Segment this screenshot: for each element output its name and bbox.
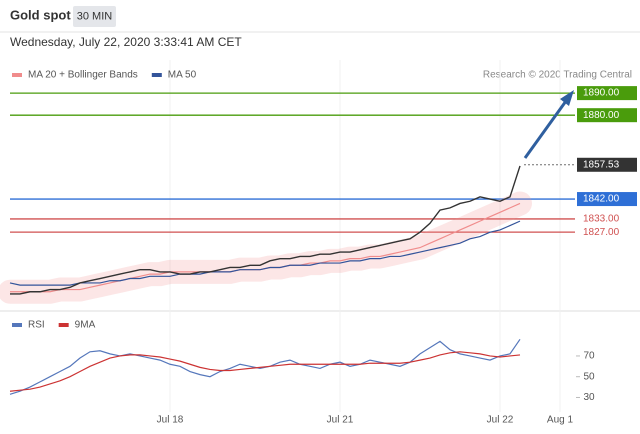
forecast-arrow	[523, 100, 568, 159]
bollinger-band	[0, 191, 532, 304]
interval-badge[interactable]	[73, 6, 116, 27]
y-tick-label: 50	[583, 371, 595, 382]
legend-swatch	[151, 73, 162, 77]
x-tick-label: Jul 18	[157, 415, 184, 426]
legend-label: RSI	[28, 320, 45, 331]
timestamp: Wednesday, July 22, 2020 3:33:41 AM CET	[10, 35, 242, 49]
legend-label: MA 20 + Bollinger Bands	[28, 70, 138, 81]
level-box	[577, 192, 637, 207]
level-label: 1890.00	[583, 88, 620, 99]
series-line	[9, 220, 521, 286]
level-label: 1857.53	[583, 159, 620, 170]
arrow-head	[560, 90, 574, 106]
x-tick-label: Jul 21	[327, 415, 354, 426]
x-tick-label: Jul 22	[487, 415, 514, 426]
y-tick-label: 30	[583, 392, 595, 403]
series-line	[9, 351, 521, 392]
level-label: 1842.00	[583, 194, 620, 205]
legend-label: MA 50	[168, 70, 197, 81]
legend-swatch	[58, 323, 69, 327]
level-label: 1827.00	[583, 227, 620, 238]
title: Gold spot	[10, 7, 71, 22]
level-box	[577, 108, 637, 123]
price-line	[10, 165, 521, 295]
legend-swatch	[12, 73, 22, 77]
level-label: 1833.00	[583, 214, 620, 225]
x-tick-label: Aug 1	[547, 415, 574, 426]
interval[interactable]: 30 MIN	[77, 10, 113, 22]
y-tick-label: 70	[583, 351, 595, 362]
level-box	[577, 157, 637, 172]
level-label: 1880.00	[583, 110, 620, 121]
legend-swatch	[12, 323, 22, 327]
level-box	[577, 86, 637, 101]
credit: Research © 2020 Trading Central	[483, 70, 632, 81]
plot-layer: MA 20 + Bollinger Bands MA 50 1890.00 1880.…	[0, 60, 637, 426]
legend-label: 9MA	[75, 320, 96, 331]
